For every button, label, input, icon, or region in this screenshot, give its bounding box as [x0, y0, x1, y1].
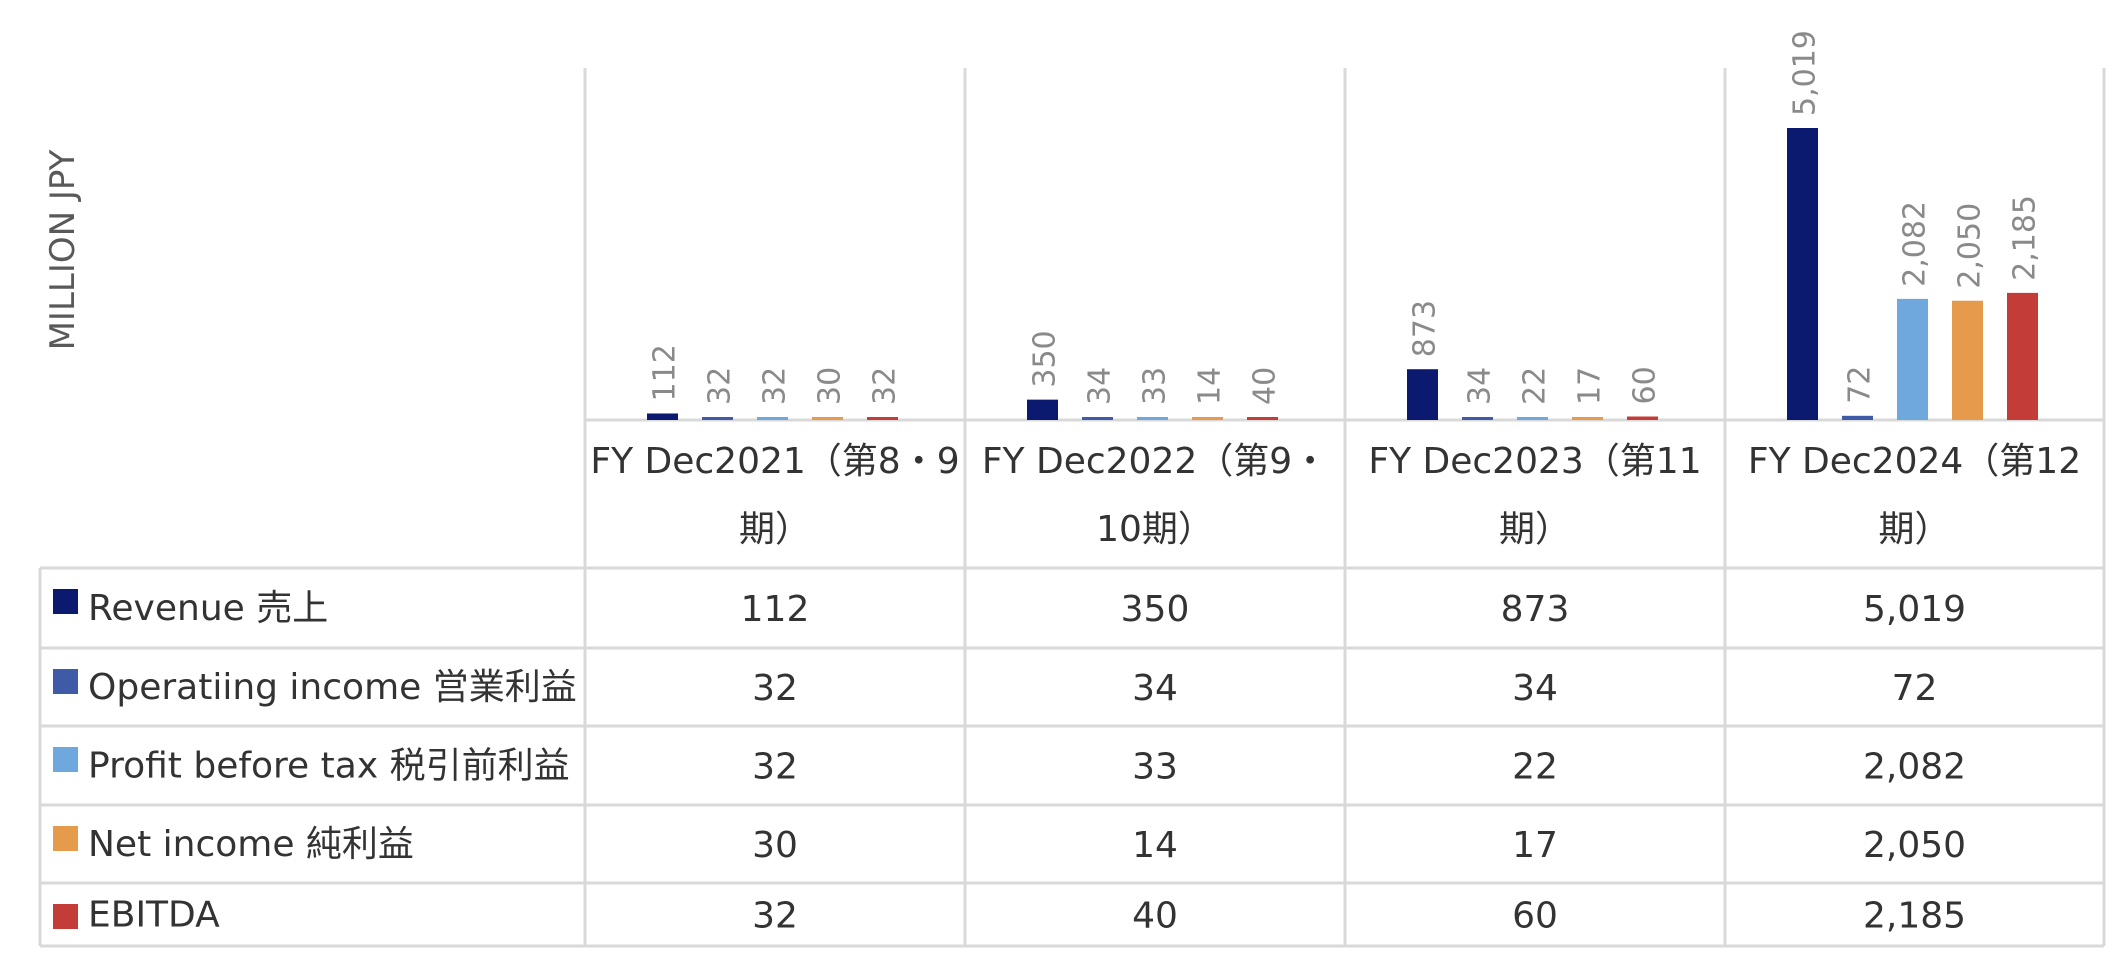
- table-cell: 32: [752, 747, 798, 788]
- table-cell: 40: [1132, 896, 1178, 937]
- bar: [757, 417, 788, 420]
- category-label: 10期）: [1096, 509, 1214, 550]
- bar: [1082, 417, 1113, 420]
- legend-swatch: [53, 747, 78, 772]
- table-cell: 873: [1501, 589, 1570, 630]
- table-cell: 32: [752, 668, 798, 709]
- bar: [1027, 399, 1058, 420]
- bar: [2007, 292, 2038, 420]
- bar-value-label: 2,050: [1953, 203, 1988, 289]
- legend-label: EBITDA: [88, 895, 220, 936]
- category-label: FY Dec2024（第12: [1748, 441, 2081, 482]
- bar-value-label: 2,185: [2008, 195, 2043, 281]
- bar: [1407, 369, 1438, 420]
- bar: [1517, 417, 1548, 420]
- bar: [1247, 417, 1278, 420]
- bar: [647, 413, 678, 420]
- legend-label: Profit before tax 税引前利益: [88, 746, 570, 787]
- table-cell: 34: [1132, 668, 1178, 709]
- category-label: FY Dec2023（第11: [1368, 441, 1701, 482]
- table-cell: 32: [752, 896, 798, 937]
- table-cell: 2,050: [1863, 825, 1966, 866]
- bar-value-label: 32: [868, 367, 903, 405]
- category-label: 期）: [739, 509, 811, 550]
- bar: [1192, 417, 1223, 420]
- table-cell: 350: [1121, 589, 1190, 630]
- legend-label: Net income 純利益: [88, 824, 414, 865]
- bar: [1952, 300, 1983, 420]
- table-cell: 2,082: [1863, 747, 1966, 788]
- bar-value-label: 873: [1408, 300, 1443, 357]
- bar-value-label: 72: [1843, 366, 1878, 404]
- bar-value-label: 112: [648, 344, 683, 401]
- legend-swatch: [53, 589, 78, 614]
- bar-value-label: 33: [1138, 367, 1173, 405]
- table-cell: 14: [1132, 825, 1178, 866]
- bar: [1137, 417, 1168, 420]
- legend-swatch: [53, 669, 78, 694]
- legend-label: Operatiing income 営業利益: [88, 667, 577, 708]
- table-cell: 60: [1512, 896, 1558, 937]
- bar: [1842, 415, 1873, 420]
- bar: [1462, 417, 1493, 420]
- bar: [812, 417, 843, 420]
- legend-swatch: [53, 826, 78, 851]
- legend-swatch: [53, 904, 78, 929]
- bar-value-label: 34: [1083, 367, 1118, 405]
- bar-value-label: 350: [1028, 330, 1063, 387]
- table-cell: 34: [1512, 668, 1558, 709]
- bar-value-label: 14: [1193, 367, 1228, 405]
- bar-value-label: 2,082: [1898, 201, 1933, 287]
- table-cell: 17: [1512, 825, 1558, 866]
- legend-label: Revenue 売上: [88, 588, 328, 629]
- table-cell: 72: [1892, 668, 1938, 709]
- bar: [1897, 298, 1928, 420]
- bar-value-label: 5,019: [1788, 30, 1823, 116]
- table-cell: 5,019: [1863, 589, 1966, 630]
- bar-value-label: 32: [758, 367, 793, 405]
- bar: [702, 417, 733, 420]
- y-axis-title: MILLION JPY: [43, 149, 83, 350]
- table-cell: 22: [1512, 747, 1558, 788]
- bar: [867, 417, 898, 420]
- table-cell: 30: [752, 825, 798, 866]
- bar-value-label: 32: [703, 367, 738, 405]
- bar-value-label: 30: [813, 367, 848, 405]
- bar: [1572, 417, 1603, 420]
- table-cell: 2,185: [1863, 896, 1966, 937]
- category-label: 期）: [1499, 509, 1571, 550]
- bar-value-label: 22: [1518, 367, 1553, 405]
- bar-value-label: 34: [1463, 367, 1498, 405]
- bar-value-label: 60: [1628, 366, 1663, 404]
- bar-value-label: 17: [1573, 367, 1608, 405]
- bar: [1787, 128, 1818, 420]
- bar-value-label: 40: [1248, 367, 1283, 405]
- bar: [1627, 416, 1658, 420]
- category-label: FY Dec2022（第9・: [982, 441, 1328, 482]
- category-label: 期）: [1878, 509, 1950, 550]
- table-cell: 33: [1132, 747, 1178, 788]
- table-cell: 112: [741, 589, 810, 630]
- category-label: FY Dec2021（第8・9: [590, 441, 959, 482]
